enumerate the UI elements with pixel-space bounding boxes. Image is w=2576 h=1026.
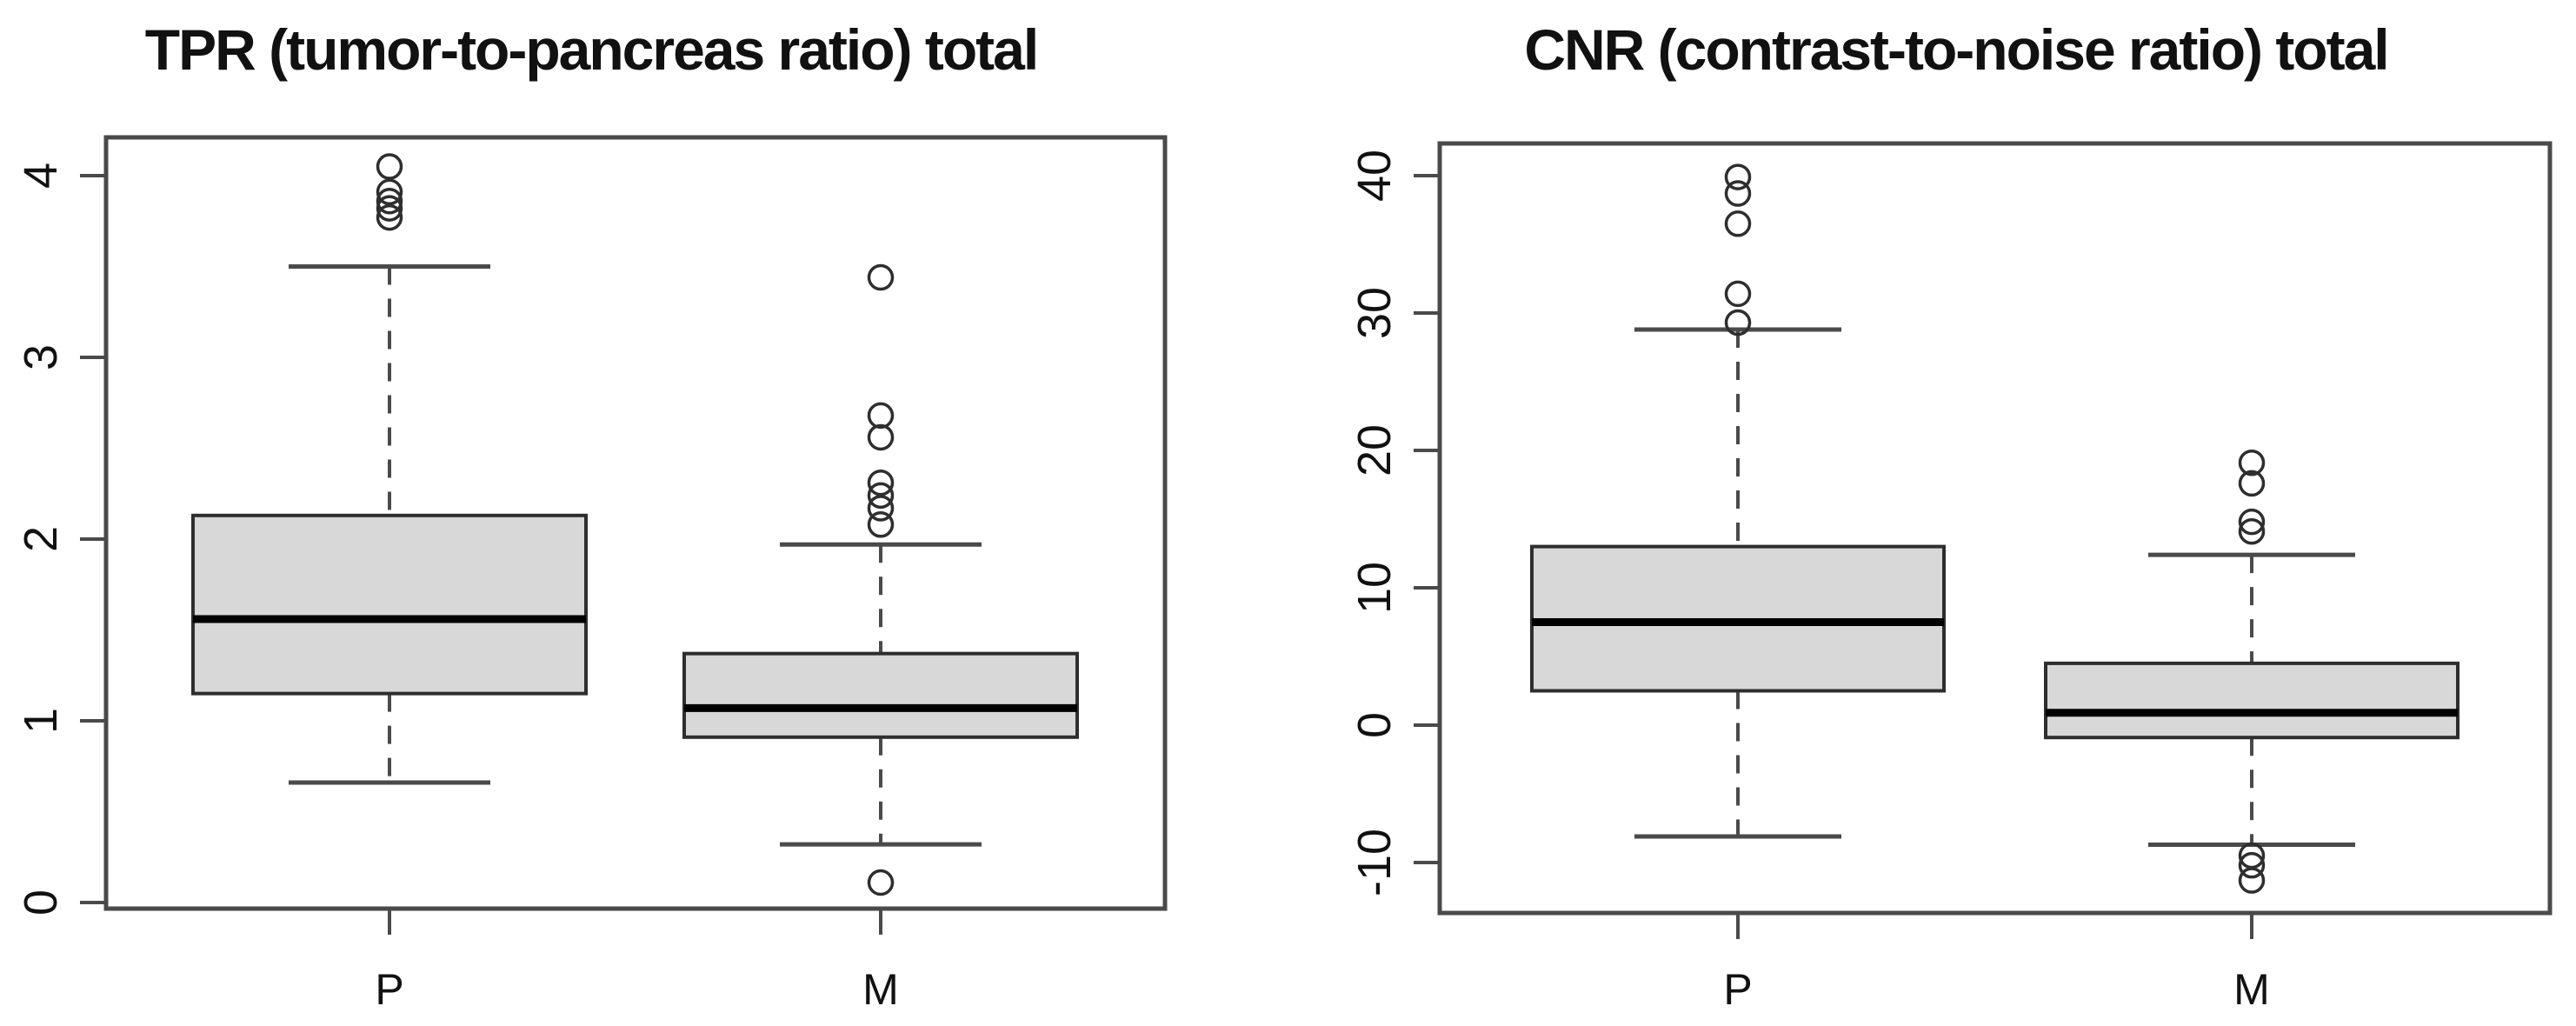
outlier-point bbox=[867, 869, 895, 896]
y-tick-label: 10 bbox=[1348, 562, 1401, 614]
plot-group-1: -10 0 10 20 30 40 P M bbox=[1348, 141, 2553, 1014]
outlier-point bbox=[2238, 517, 2266, 545]
y-tick-label: 2 bbox=[15, 526, 67, 552]
y-tick-label: 0 bbox=[1348, 712, 1401, 738]
y-tick-label: -10 bbox=[1348, 829, 1401, 896]
outlier-point bbox=[2238, 449, 2266, 476]
y-tick-label: 1 bbox=[15, 708, 67, 734]
box-M bbox=[2044, 661, 2460, 740]
x-axis-label-P: P bbox=[1723, 965, 1752, 1014]
box-P bbox=[191, 513, 588, 696]
x-axis-label-P: P bbox=[375, 965, 403, 1014]
outlier-point bbox=[1724, 163, 1752, 190]
y-tick-label: 4 bbox=[15, 163, 67, 189]
outlier-point bbox=[2238, 867, 2266, 894]
chart-title-cnr: CNR (contrast-to-noise ratio) total bbox=[1524, 17, 2387, 82]
outlier-point bbox=[376, 178, 403, 206]
outlier-point bbox=[2238, 470, 2266, 497]
box-M bbox=[682, 651, 1079, 739]
y-tick-label: 3 bbox=[15, 344, 67, 370]
outlier-point bbox=[2238, 508, 2266, 536]
outlier-point bbox=[376, 153, 403, 180]
outlier-point bbox=[867, 482, 895, 510]
outlier-point bbox=[1724, 210, 1752, 237]
plot-border bbox=[1437, 141, 2553, 916]
outlier-point bbox=[867, 423, 895, 451]
chart-title-tpr: TPR (tumor-to-pancreas ratio) total bbox=[145, 17, 1037, 82]
outlier-point bbox=[867, 402, 895, 430]
outlier-point bbox=[376, 203, 403, 231]
outlier-point bbox=[867, 469, 895, 496]
outlier-point bbox=[1724, 309, 1752, 336]
outlier-point bbox=[376, 195, 403, 222]
outlier-point bbox=[376, 188, 403, 215]
y-tick-label: 20 bbox=[1348, 424, 1401, 476]
outlier-point bbox=[867, 495, 895, 522]
outlier-point bbox=[1724, 180, 1752, 207]
y-tick-label: 0 bbox=[15, 889, 67, 916]
outlier-point bbox=[867, 263, 895, 291]
y-tick-label: 30 bbox=[1348, 287, 1401, 339]
x-axis-label-M: M bbox=[862, 965, 899, 1014]
y-tick-label: 40 bbox=[1348, 150, 1401, 202]
outlier-point bbox=[867, 511, 895, 538]
outlier-point bbox=[2238, 851, 2266, 879]
plot-border bbox=[103, 135, 1168, 911]
x-axis-label-M: M bbox=[2233, 965, 2270, 1014]
outlier-point bbox=[1724, 280, 1752, 308]
plot-group-0: 0 1 2 3 4 P M bbox=[15, 135, 1168, 1014]
